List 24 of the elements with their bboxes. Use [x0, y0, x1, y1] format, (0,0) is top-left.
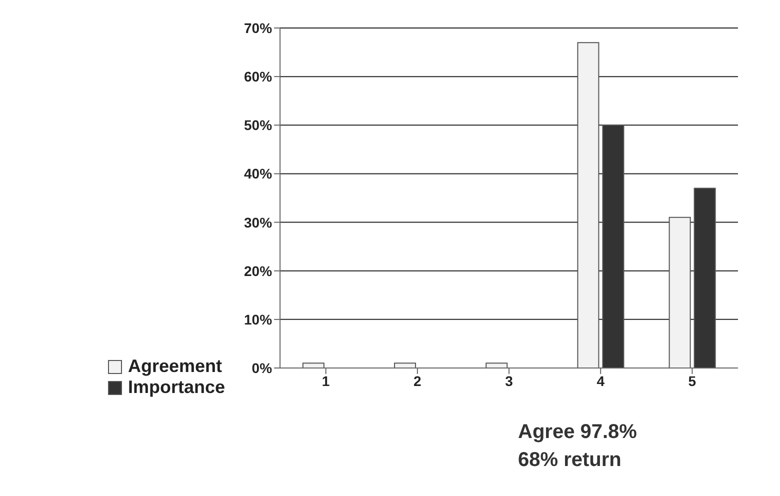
y-tick-label: 60%: [244, 68, 273, 85]
bar: [486, 362, 508, 368]
y-tick-label: 50%: [244, 117, 273, 134]
bar: [694, 188, 716, 368]
y-tick-label: 70%: [244, 20, 273, 36]
legend-label: Importance: [128, 377, 226, 398]
bar: [668, 216, 691, 368]
legend-label: Agreement: [128, 356, 222, 377]
y-tick-label: 0%: [252, 360, 273, 376]
x-tick-label: 5: [688, 372, 696, 389]
x-tick-label: 3: [505, 372, 514, 389]
y-tick-label: 10%: [244, 311, 273, 328]
x-tick-label: 1: [322, 372, 330, 389]
bar: [302, 362, 324, 368]
x-tick-label: 4: [596, 372, 605, 389]
y-tick-label: 40%: [244, 166, 273, 182]
bar: [394, 362, 416, 368]
bar: [577, 42, 600, 368]
y-tick-label: 20%: [244, 262, 273, 279]
text: Agree 97.8%: [518, 420, 637, 445]
text: 68% return: [518, 448, 622, 473]
bar: [602, 124, 624, 368]
x-tick-label: 2: [414, 372, 422, 389]
y-tick-label: 30%: [244, 214, 273, 230]
